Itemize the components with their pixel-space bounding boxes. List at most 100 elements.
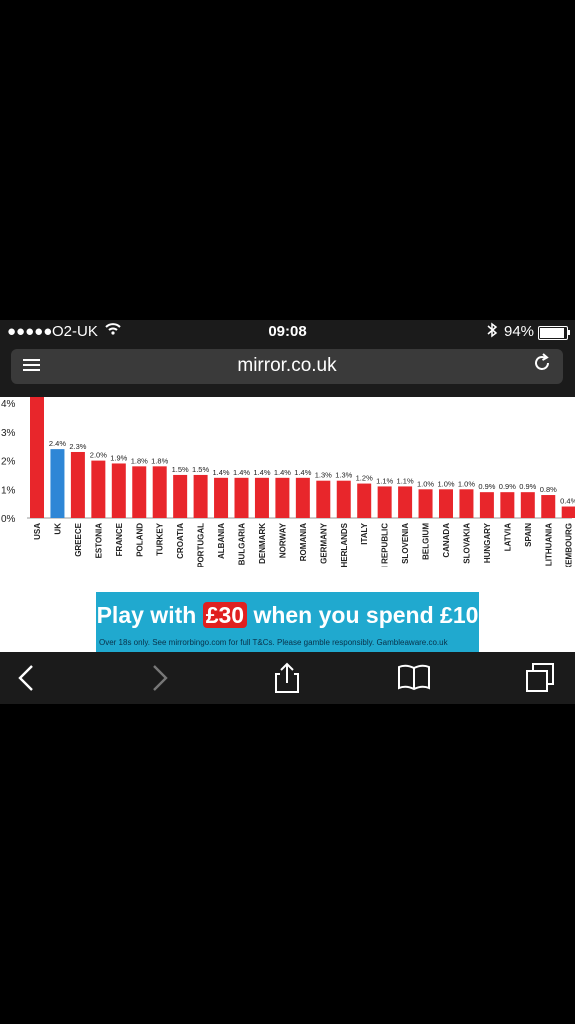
value-label: 1.4% (253, 468, 270, 477)
bar-lithuania (541, 495, 556, 518)
signal-strength: ●●●●● (7, 323, 53, 340)
value-label: 2.0% (90, 451, 107, 460)
battery-icon (538, 326, 570, 340)
value-label: 0.9% (519, 482, 536, 491)
ad-small-print: Over 18s only. See mirrorbingo.com for f… (99, 638, 448, 647)
category-label: CZECH REPUBLIC (381, 523, 390, 567)
category-label: CANADA (442, 523, 451, 558)
bar-croatia (173, 474, 188, 518)
bar-greece (70, 451, 85, 518)
y-tick-label: 1% (1, 485, 16, 496)
bar-bulgaria (234, 477, 249, 518)
value-label: 1.4% (294, 468, 311, 477)
clock: 09:08 (268, 323, 307, 340)
category-label: BELGIUM (422, 523, 431, 560)
bar-romania (295, 477, 310, 518)
category-label: GERMANY (319, 522, 328, 564)
address-bar[interactable]: mirror.co.uk (11, 349, 563, 384)
bar-slovenia (398, 486, 413, 518)
bar-uk (50, 449, 65, 518)
value-label: 1.4% (233, 468, 250, 477)
value-label: 0.9% (478, 482, 495, 491)
bar-estonia (91, 460, 106, 518)
url-text: mirror.co.uk (237, 355, 337, 376)
bluetooth-icon (486, 322, 498, 342)
bar-netherlands (336, 480, 351, 518)
bar-norway (275, 477, 290, 518)
reader-icon[interactable] (23, 359, 40, 374)
category-label: LUXEMBOURG (565, 523, 574, 567)
category-label: SLOVAKIA (462, 523, 471, 564)
value-label: 1.9% (110, 453, 127, 462)
category-label: UK (53, 523, 62, 535)
category-label: ROMANIA (299, 523, 308, 561)
ad-amount: £30 (202, 602, 248, 628)
value-label: 0.8% (540, 485, 557, 494)
bar-italy (357, 483, 372, 518)
bookmarks-icon[interactable] (396, 662, 432, 694)
category-label: LITHUANIA (544, 523, 553, 566)
value-label: 1.0% (417, 479, 434, 488)
value-label: 1.2% (356, 474, 373, 483)
bar-portugal (193, 474, 208, 518)
y-tick-label: 2% (1, 457, 16, 468)
value-label: 1.0% (437, 479, 454, 488)
value-label: 1.8% (131, 456, 148, 465)
y-tick-label: 3% (1, 428, 16, 439)
bar-belgium (418, 489, 433, 518)
bar-poland (132, 466, 147, 518)
bar-denmark (254, 477, 269, 518)
category-label: USA (33, 523, 42, 540)
value-label: 1.8% (151, 456, 168, 465)
wifi-icon (105, 322, 121, 339)
value-label: 2.3% (69, 442, 86, 451)
share-icon[interactable] (269, 662, 305, 694)
category-label: ESTONIA (94, 523, 103, 559)
value-label: 1.0% (458, 479, 475, 488)
battery-percent: 94% (504, 323, 535, 340)
category-label: CROATIA (176, 523, 185, 559)
forward-icon[interactable] (140, 662, 176, 694)
reload-icon[interactable] (533, 353, 551, 379)
bar-czech-republic (377, 486, 392, 518)
category-label: ALBANIA (217, 523, 226, 559)
bar-hungary (479, 492, 494, 518)
category-label: NORWAY (278, 522, 287, 558)
back-icon[interactable] (10, 662, 46, 694)
browser-top-bar: ●●●●● O2-UK 09:08 94% mirror.co.uk (0, 320, 575, 397)
ad-headline: Play with £30 when you spend £10 (96, 602, 479, 628)
category-label: PORTUGAL (197, 523, 206, 567)
value-label: 1.4% (212, 468, 229, 477)
bar-slovakia (459, 489, 474, 518)
bar-germany (316, 480, 331, 518)
category-label: POLAND (135, 523, 144, 557)
value-label: 1.4% (274, 468, 291, 477)
status-bar: ●●●●● O2-UK 09:08 94% (0, 320, 575, 344)
bar-spain (520, 492, 535, 518)
bar-usa (30, 397, 44, 518)
defence-spending-chart: 0% 1% 2% 3% 4% USA 2.4% UK 2.3% GREECE 2.0% ESTONIA… (1, 397, 575, 567)
value-label: 1.3% (315, 471, 332, 480)
category-label: LATVIA (503, 523, 512, 552)
browser-screen: ●●●●● O2-UK 09:08 94% mirror.co.uk 0% 1% 2… (0, 320, 575, 704)
value-label: 1.5% (192, 465, 209, 474)
bingo-advert[interactable]: Play with £30 when you spend £10 Over 18… (96, 592, 479, 652)
bar-luxembourg (561, 506, 575, 518)
value-label: 1.5% (172, 465, 189, 474)
value-label: 1.1% (397, 476, 414, 485)
category-label: FRANCE (115, 522, 124, 556)
value-label: 0.9% (499, 482, 516, 491)
browser-toolbar (0, 652, 575, 704)
category-label: GREECE (74, 522, 83, 556)
tabs-icon[interactable] (524, 662, 560, 694)
value-label: 0.4% (560, 497, 575, 506)
value-label: 2.4% (49, 439, 66, 448)
category-label: ITALY (360, 522, 369, 544)
bar-france (111, 463, 126, 518)
value-label: 1.3% (335, 471, 352, 480)
category-label: SPAIN (524, 523, 533, 547)
y-tick-label: 4% (1, 399, 16, 410)
category-label: SLOVENIA (401, 523, 410, 564)
bar-canada (439, 489, 453, 518)
category-label: NETHERLANDS (340, 522, 349, 567)
